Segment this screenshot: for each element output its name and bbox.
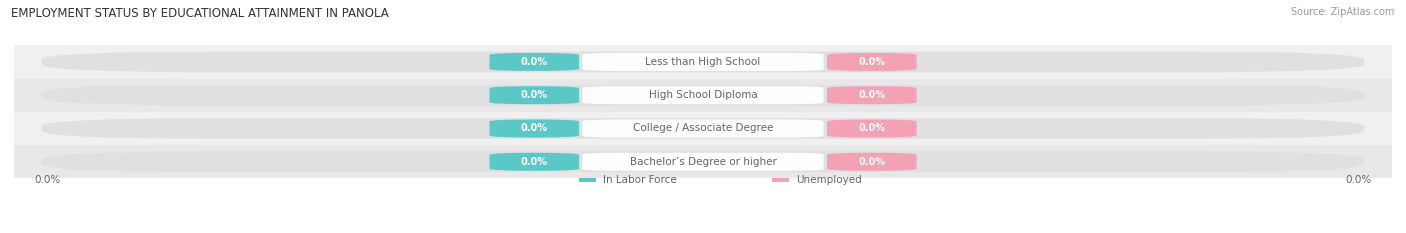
FancyBboxPatch shape [827,120,917,137]
Text: EMPLOYMENT STATUS BY EDUCATIONAL ATTAINMENT IN PANOLA: EMPLOYMENT STATUS BY EDUCATIONAL ATTAINM… [11,7,389,20]
Text: 0.0%: 0.0% [858,57,886,67]
FancyBboxPatch shape [582,53,824,71]
Text: 0.0%: 0.0% [1346,175,1371,185]
Bar [14,79,1392,112]
FancyBboxPatch shape [489,86,579,104]
Bar [14,112,1392,145]
Text: Unemployed: Unemployed [796,175,862,185]
FancyBboxPatch shape [772,178,789,182]
Text: 0.0%: 0.0% [520,123,548,134]
FancyBboxPatch shape [489,153,579,171]
Text: 0.0%: 0.0% [35,175,60,185]
FancyBboxPatch shape [42,85,1364,106]
Text: Less than High School: Less than High School [645,57,761,67]
Text: 0.0%: 0.0% [858,90,886,100]
FancyBboxPatch shape [42,51,1364,72]
FancyBboxPatch shape [582,86,824,104]
FancyBboxPatch shape [42,118,1364,139]
FancyBboxPatch shape [489,120,579,137]
FancyBboxPatch shape [42,151,1364,172]
Text: 0.0%: 0.0% [520,157,548,167]
FancyBboxPatch shape [489,53,579,71]
Bar [14,145,1392,178]
Text: 0.0%: 0.0% [858,157,886,167]
FancyBboxPatch shape [582,120,824,137]
FancyBboxPatch shape [827,53,917,71]
FancyBboxPatch shape [827,86,917,104]
Text: Bachelor’s Degree or higher: Bachelor’s Degree or higher [630,157,776,167]
Bar [14,45,1392,79]
FancyBboxPatch shape [582,153,824,171]
Text: 0.0%: 0.0% [520,90,548,100]
FancyBboxPatch shape [827,153,917,171]
Text: College / Associate Degree: College / Associate Degree [633,123,773,134]
Text: In Labor Force: In Labor Force [603,175,676,185]
Text: Source: ZipAtlas.com: Source: ZipAtlas.com [1291,7,1395,17]
Text: 0.0%: 0.0% [858,123,886,134]
Text: High School Diploma: High School Diploma [648,90,758,100]
Text: 0.0%: 0.0% [520,57,548,67]
FancyBboxPatch shape [579,178,596,182]
